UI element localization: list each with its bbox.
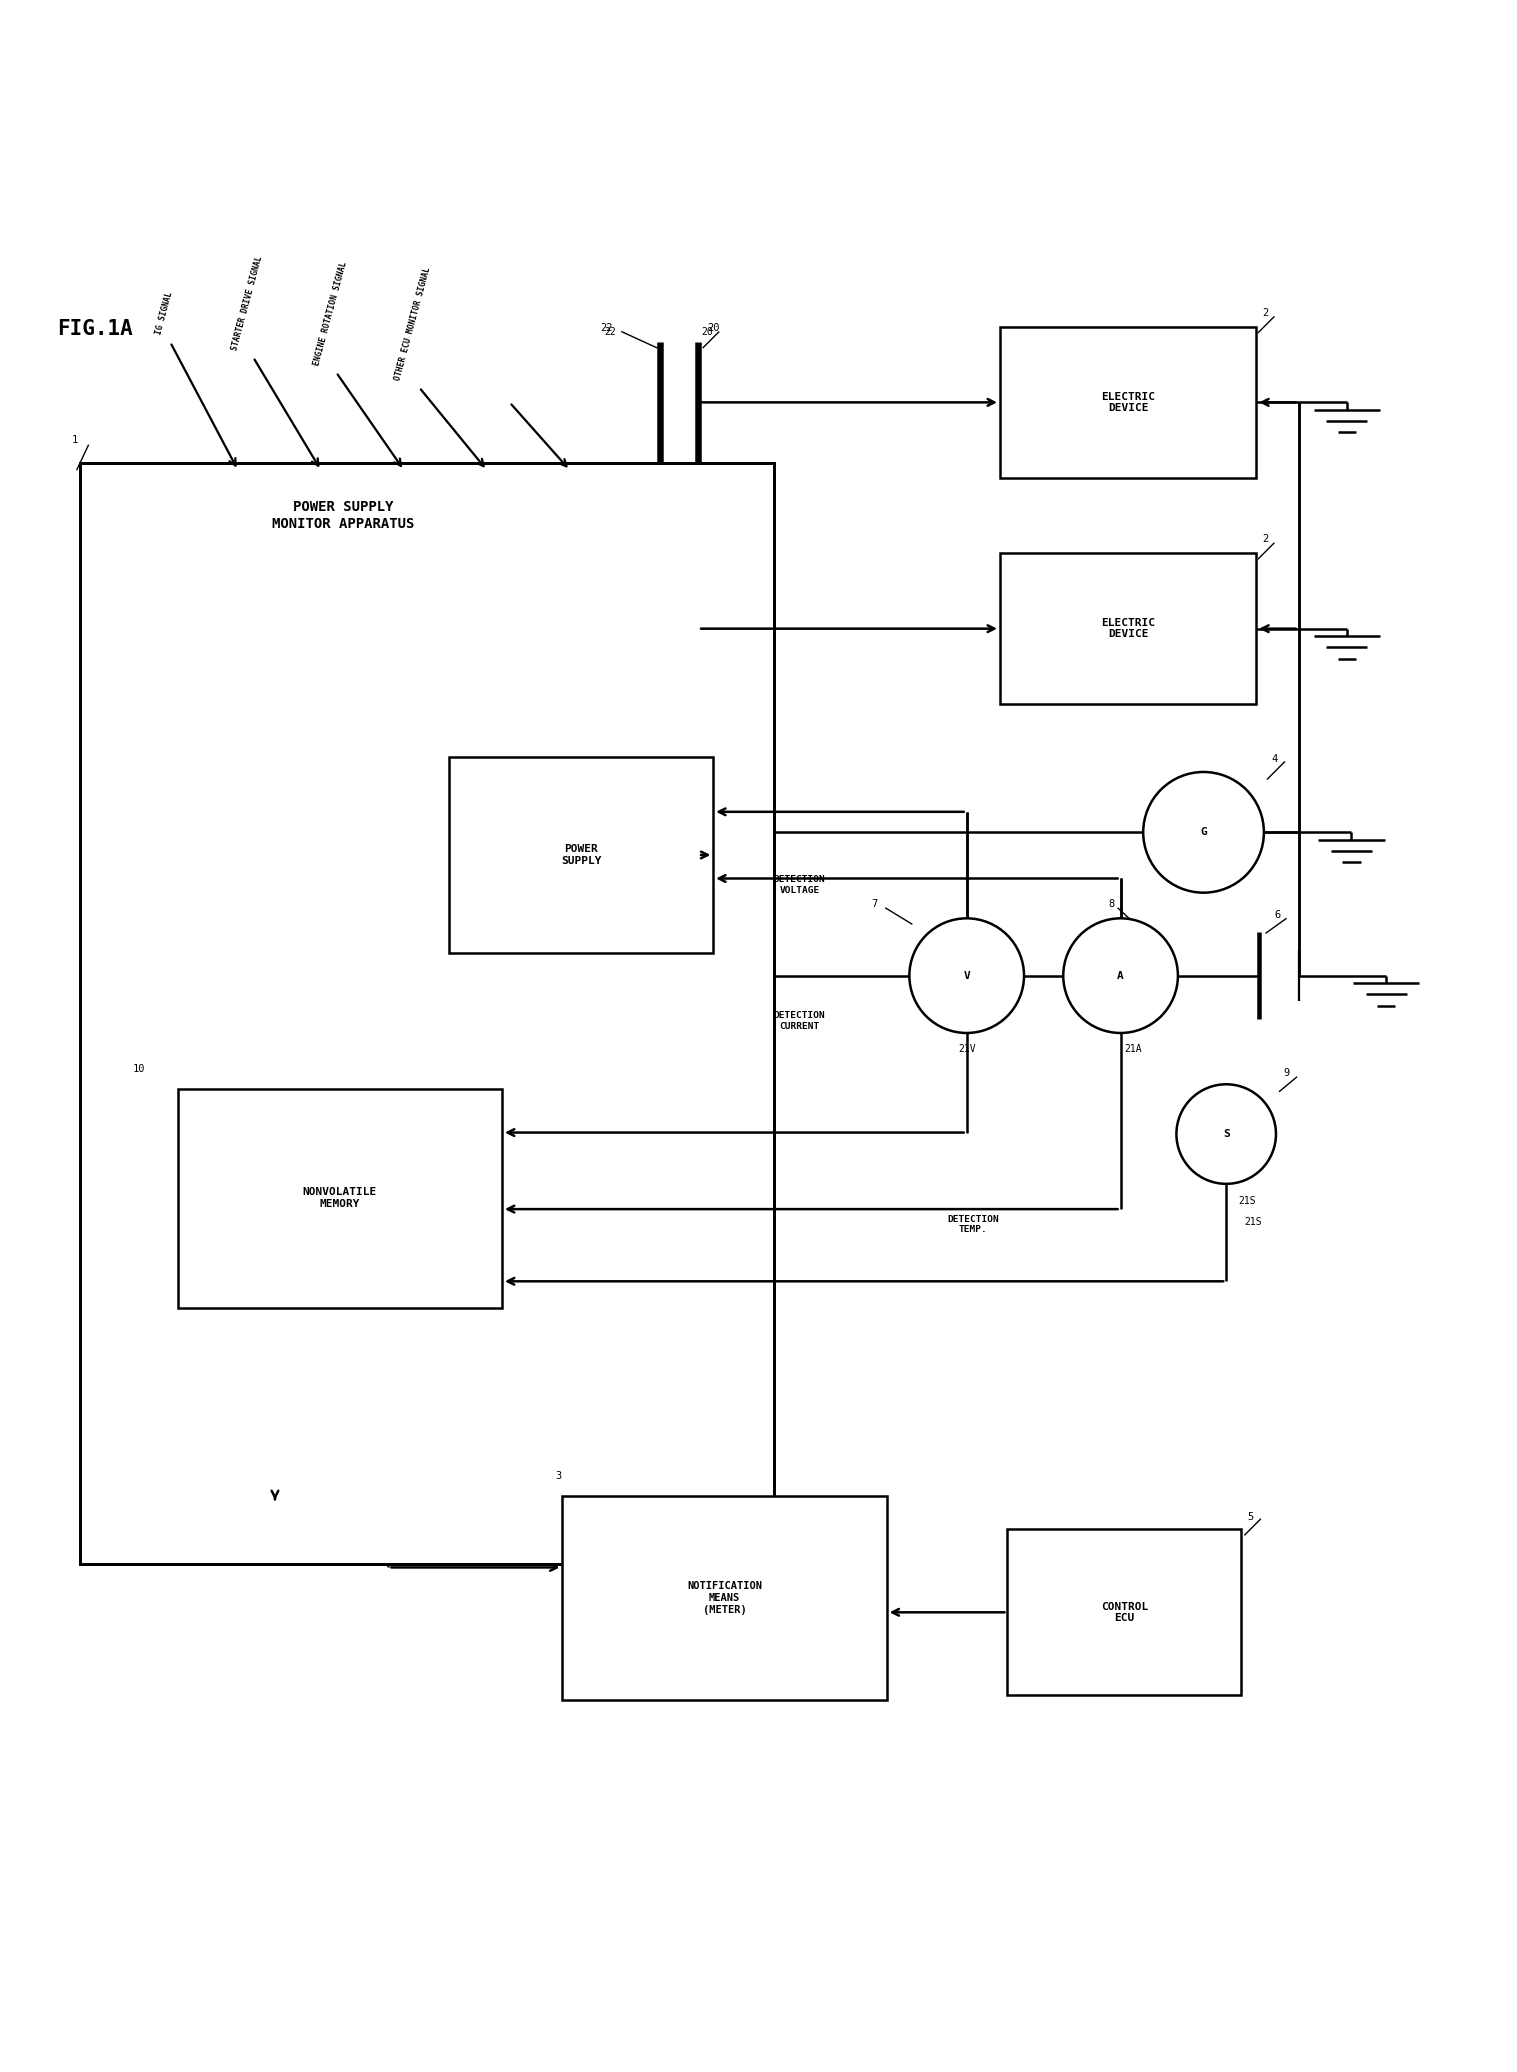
Text: OTHER ECU MONITOR SIGNAL: OTHER ECU MONITOR SIGNAL: [393, 265, 432, 381]
Bar: [1000, 327, 1256, 479]
Text: ENGINE ROTATION SIGNAL: ENGINE ROTATION SIGNAL: [313, 261, 349, 367]
Bar: [449, 756, 713, 953]
Text: S: S: [1223, 1129, 1230, 1140]
Text: CONTROL
ECU: CONTROL ECU: [1101, 1602, 1148, 1622]
Text: 22: 22: [601, 323, 613, 334]
Bar: [1007, 1529, 1241, 1695]
Text: 21V: 21V: [957, 1044, 975, 1053]
Text: 2: 2: [1262, 535, 1268, 545]
Text: A: A: [1117, 970, 1124, 980]
Text: 21A: 21A: [1124, 1044, 1141, 1053]
Text: 1: 1: [71, 435, 79, 445]
Text: POWER SUPPLY
MONITOR APPARATUS: POWER SUPPLY MONITOR APPARATUS: [272, 501, 414, 530]
Text: 21S: 21S: [1244, 1216, 1262, 1227]
Circle shape: [1063, 918, 1177, 1034]
Text: 6: 6: [1274, 910, 1280, 920]
Text: 10: 10: [132, 1063, 146, 1073]
Text: 4: 4: [1271, 754, 1277, 765]
Circle shape: [909, 918, 1024, 1034]
Circle shape: [1176, 1084, 1276, 1183]
Text: 3: 3: [555, 1471, 561, 1481]
Text: STARTER DRIVE SIGNAL: STARTER DRIVE SIGNAL: [231, 255, 264, 350]
Text: 2: 2: [1262, 309, 1268, 317]
Text: IG SIGNAL: IG SIGNAL: [155, 292, 174, 336]
Text: 20: 20: [701, 327, 713, 338]
Text: ELECTRIC
DEVICE: ELECTRIC DEVICE: [1101, 392, 1154, 412]
Text: V: V: [963, 970, 969, 980]
Bar: [79, 462, 774, 1564]
Bar: [177, 1088, 502, 1307]
Text: NONVOLATILE
MEMORY: NONVOLATILE MEMORY: [303, 1187, 376, 1208]
Text: NOTIFICATION
MEANS
(METER): NOTIFICATION MEANS (METER): [687, 1581, 762, 1614]
Bar: [1000, 553, 1256, 704]
Text: 9: 9: [1283, 1069, 1289, 1077]
Text: 5: 5: [1247, 1513, 1253, 1521]
Text: 8: 8: [1109, 899, 1115, 910]
Text: 21S: 21S: [1238, 1196, 1256, 1206]
Circle shape: [1144, 773, 1264, 893]
Text: FIG.1A: FIG.1A: [58, 319, 132, 340]
Text: G: G: [1200, 827, 1208, 837]
Text: 7: 7: [872, 899, 878, 910]
Text: DETECTION
VOLTAGE: DETECTION VOLTAGE: [774, 876, 825, 895]
Bar: [563, 1496, 887, 1699]
Text: DETECTION
CURRENT: DETECTION CURRENT: [774, 1011, 825, 1030]
Text: 20: 20: [707, 323, 719, 334]
Text: POWER
SUPPLY: POWER SUPPLY: [561, 843, 601, 866]
Text: 22: 22: [605, 327, 616, 338]
Text: DETECTION
TEMP.: DETECTION TEMP.: [947, 1214, 998, 1235]
Text: ELECTRIC
DEVICE: ELECTRIC DEVICE: [1101, 617, 1154, 640]
